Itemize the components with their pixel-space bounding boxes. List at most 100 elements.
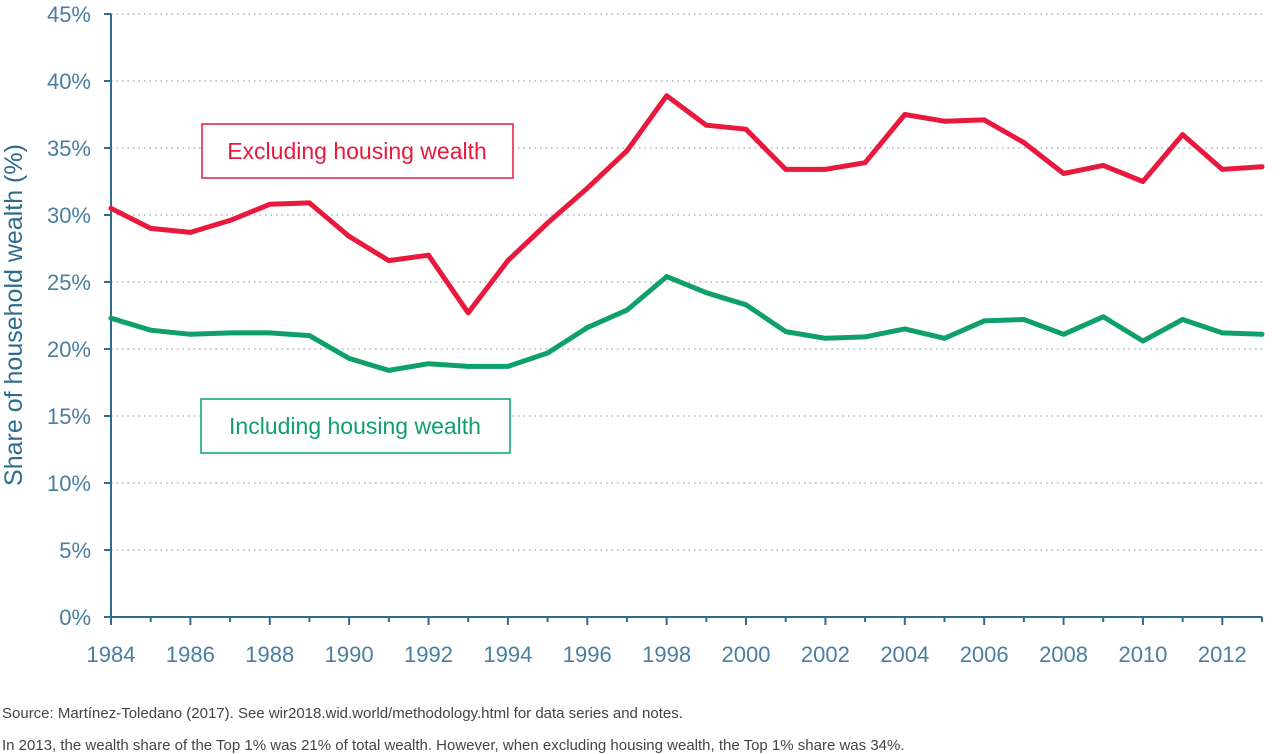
data-point-1-1996 <box>584 325 590 330</box>
x-tick-label: 1996 <box>563 642 612 667</box>
data-point-0-2001 <box>783 167 789 172</box>
data-point-0-1997 <box>624 148 630 154</box>
x-tick-label: 2010 <box>1118 642 1167 667</box>
data-point-1-2011 <box>1180 317 1186 322</box>
data-point-1-1999 <box>703 290 709 296</box>
data-point-1-2002 <box>823 335 828 341</box>
data-point-0-1990 <box>346 234 352 239</box>
data-point-0-2011 <box>1180 132 1186 138</box>
legend-box-including <box>200 398 511 454</box>
x-tick-label: 2006 <box>960 642 1009 667</box>
data-point-0-1996 <box>584 185 590 191</box>
legend-label-excluding: Excluding housing wealth <box>227 138 487 164</box>
data-point-1-1991 <box>386 368 392 373</box>
data-point-1-2010 <box>1140 338 1146 344</box>
data-point-1-1988 <box>267 330 273 336</box>
legend-box-excluding <box>201 123 514 179</box>
y-tick-label: 45% <box>47 2 91 27</box>
data-point-1-1992 <box>426 361 431 367</box>
data-point-1-2008 <box>1061 331 1066 337</box>
data-point-1-1998 <box>664 274 670 280</box>
y-tick-label: 15% <box>47 404 91 429</box>
series-lines <box>108 93 1265 373</box>
data-point-0-1988 <box>267 201 273 207</box>
data-point-0-2012 <box>1219 167 1225 172</box>
data-point-1-2001 <box>783 329 789 334</box>
series-line-1 <box>108 274 1265 373</box>
x-tick-label: 1990 <box>325 642 374 667</box>
y-tick-labels: 0% 5% 10% 15% 20% 25% 30% 35% 40% 45% <box>47 2 91 630</box>
data-point-1-1984 <box>108 315 114 321</box>
y-tick-label: 5% <box>59 538 91 563</box>
line-chart: 0%5%10%15%20%25%30%35%40%45% 1984 1986 198… <box>0 2 1265 667</box>
data-point-1-1985 <box>148 327 154 333</box>
data-point-0-2004 <box>902 112 908 117</box>
data-point-1-1987 <box>227 330 233 336</box>
y-axis-label: Share of household wealth (%) <box>0 144 28 486</box>
legend-label-including: Including housing wealth <box>229 413 481 439</box>
data-point-0-1994 <box>505 258 511 263</box>
data-point-1-1995 <box>545 350 550 356</box>
data-point-0-2008 <box>1061 171 1066 176</box>
data-point-1-2004 <box>902 326 908 332</box>
data-point-0-2000 <box>743 126 749 132</box>
data-point-1-2000 <box>743 302 749 308</box>
caption-note: In 2013, the wealth share of the Top 1% … <box>2 737 905 754</box>
data-point-1-1993 <box>465 364 471 369</box>
data-point-0-2006 <box>981 117 987 123</box>
data-point-0-1989 <box>307 200 312 206</box>
legend-labels: Excluding housing wealth Including housi… <box>200 123 514 454</box>
x-tick-label: 2008 <box>1039 642 1088 667</box>
data-point-0-1984 <box>108 205 114 211</box>
data-point-1-1990 <box>346 355 352 361</box>
x-tick-label: 1998 <box>642 642 691 667</box>
data-point-1-1986 <box>187 331 193 337</box>
data-point-1-2009 <box>1100 314 1106 320</box>
x-tick-label: 1992 <box>404 642 453 667</box>
x-tick-label: 1984 <box>87 642 136 667</box>
data-point-0-2002 <box>823 167 828 172</box>
source-note: Source: Martínez-Toledano (2017). See wi… <box>2 705 683 722</box>
data-point-0-2010 <box>1140 179 1146 184</box>
y-tick-label: 40% <box>47 69 91 94</box>
data-point-0-1999 <box>703 122 709 128</box>
x-tick-label: 2004 <box>880 642 929 667</box>
data-point-1-2006 <box>981 318 987 324</box>
data-point-1-1994 <box>505 364 511 369</box>
y-tick-label: 35% <box>47 136 91 161</box>
y-tick-label: 20% <box>47 337 91 362</box>
x-tick-label: 2012 <box>1198 642 1247 667</box>
data-point-0-2013 <box>1259 164 1265 170</box>
data-point-1-2013 <box>1259 331 1265 337</box>
series-line-0 <box>108 93 1265 316</box>
data-point-0-1992 <box>426 252 431 258</box>
data-point-1-1989 <box>307 333 312 338</box>
axes <box>104 13 1263 625</box>
data-point-0-2007 <box>1021 140 1027 146</box>
data-point-0-1991 <box>386 258 392 263</box>
data-point-0-1986 <box>187 230 193 235</box>
y-tick-label: 25% <box>47 270 91 295</box>
y-tick-label: 30% <box>47 203 91 228</box>
x-tick-label: 1988 <box>245 642 294 667</box>
y-tick-label: 10% <box>47 471 91 496</box>
data-point-1-2012 <box>1219 330 1225 336</box>
data-point-0-1995 <box>545 220 550 226</box>
x-tick-labels: 1984 1986 1988 1990 1992 1994 1996 1998 2000 2002… <box>87 642 1247 667</box>
x-tick-label: 2000 <box>722 642 771 667</box>
data-point-0-2009 <box>1100 163 1106 168</box>
data-point-0-1993 <box>465 310 471 316</box>
data-point-0-2005 <box>942 118 947 124</box>
data-point-0-1998 <box>664 93 670 99</box>
x-tick-label: 1986 <box>166 642 215 667</box>
x-tick-label: 1994 <box>483 642 532 667</box>
data-point-1-1997 <box>624 307 630 313</box>
data-point-0-2003 <box>862 160 868 166</box>
data-point-1-2007 <box>1021 317 1027 322</box>
x-tick-label: 2002 <box>801 642 850 667</box>
data-point-1-2005 <box>942 335 947 341</box>
data-point-0-1985 <box>148 226 154 231</box>
y-tick-label: 0% <box>59 605 91 630</box>
data-point-1-2003 <box>862 334 868 340</box>
data-point-0-1987 <box>227 217 233 223</box>
